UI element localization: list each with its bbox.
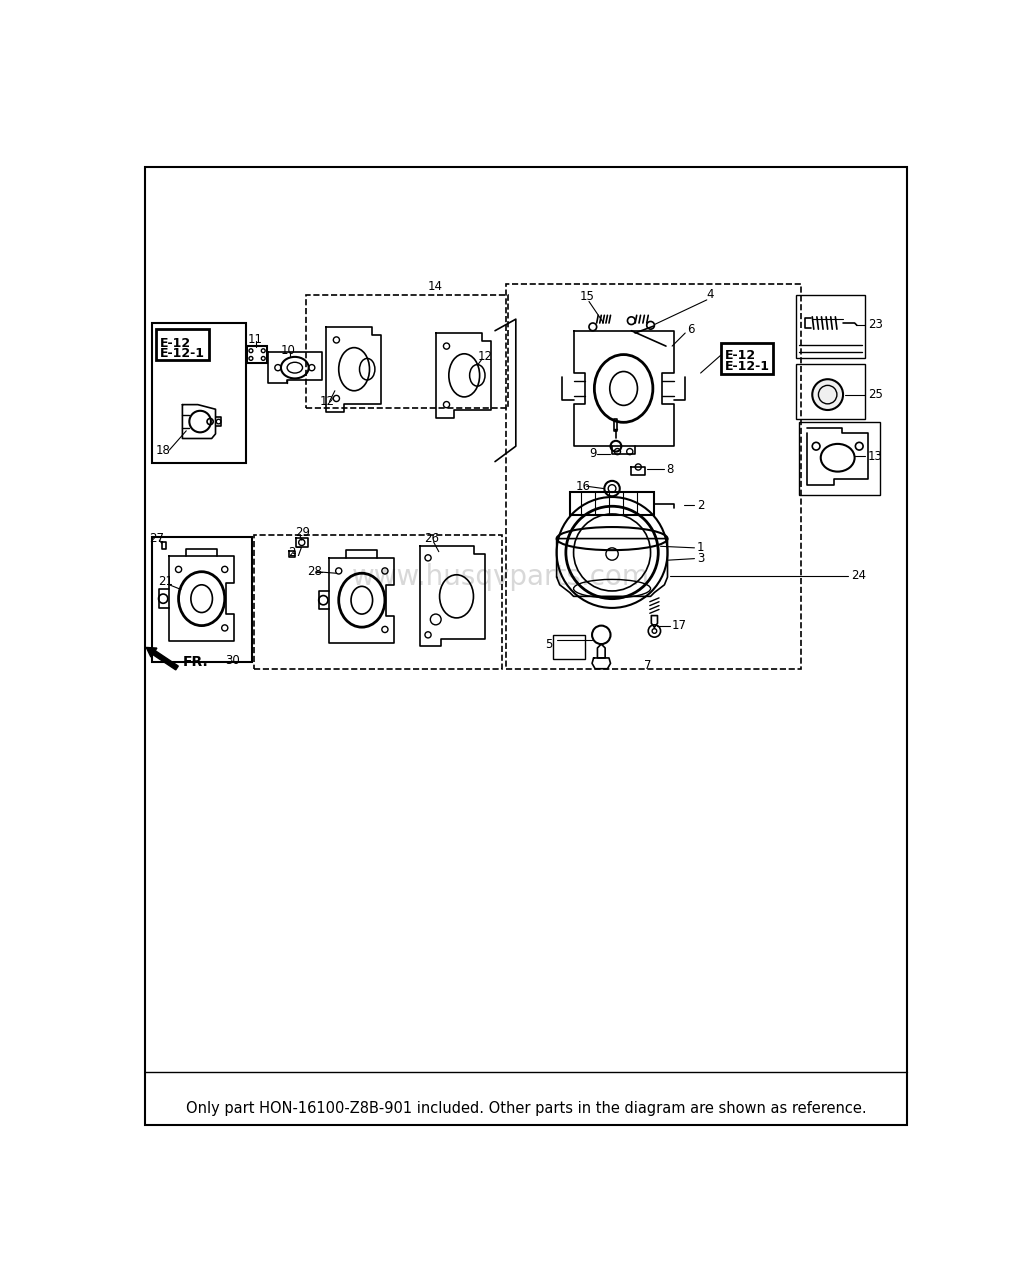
Text: www.husqvparts.com: www.husqvparts.com [352,563,649,591]
Text: 18: 18 [156,444,170,457]
Circle shape [813,379,843,410]
Text: 1: 1 [697,541,704,554]
Bar [720,343,773,374]
Text: 26: 26 [424,532,439,545]
Text: 17: 17 [672,620,687,632]
Text: 24: 24 [851,570,866,582]
Text: 10: 10 [281,344,295,357]
Text: 4: 4 [707,288,714,301]
Bar [307,294,508,408]
Text: 28: 28 [307,566,322,579]
FancyArrow shape [147,648,179,669]
Bar [247,346,267,364]
Text: 21: 21 [158,575,172,589]
Text: E-12: E-12 [160,337,191,349]
Bar [153,323,246,463]
Bar [796,364,865,420]
Text: 13: 13 [868,449,882,462]
Text: E-12-1: E-12-1 [160,347,205,360]
Bar [153,538,252,662]
Text: 9: 9 [590,448,597,461]
Bar [569,493,655,516]
Text: 23: 23 [868,317,882,332]
Text: E-12-1: E-12-1 [724,360,770,372]
Text: 3: 3 [697,552,704,566]
Text: 16: 16 [576,480,591,493]
Text: 7: 7 [644,659,652,672]
Bar [156,329,208,360]
Text: 12: 12 [477,351,492,364]
Text: 5: 5 [545,639,552,652]
Text: 27: 27 [288,547,303,559]
Text: 14: 14 [427,279,442,293]
Text: 12: 12 [319,396,334,408]
Text: 2: 2 [697,499,704,512]
Text: E-12: E-12 [724,349,755,362]
Bar [799,421,880,494]
Bar [506,284,800,669]
Bar [796,294,865,357]
Text: 6: 6 [686,323,695,335]
Bar [553,635,585,659]
Text: 25: 25 [868,388,882,401]
Text: 15: 15 [580,289,595,302]
Text: 11: 11 [248,333,263,346]
Text: FR.: FR. [184,655,209,668]
Text: 8: 8 [666,463,673,476]
Text: 29: 29 [294,526,310,539]
Text: Only part HON-16100-Z8B-901 included. Other parts in the diagram are shown as re: Only part HON-16100-Z8B-901 included. Ot… [186,1101,866,1116]
Text: 30: 30 [225,654,239,667]
Text: 27: 27 [150,532,164,545]
Bar [254,535,502,669]
